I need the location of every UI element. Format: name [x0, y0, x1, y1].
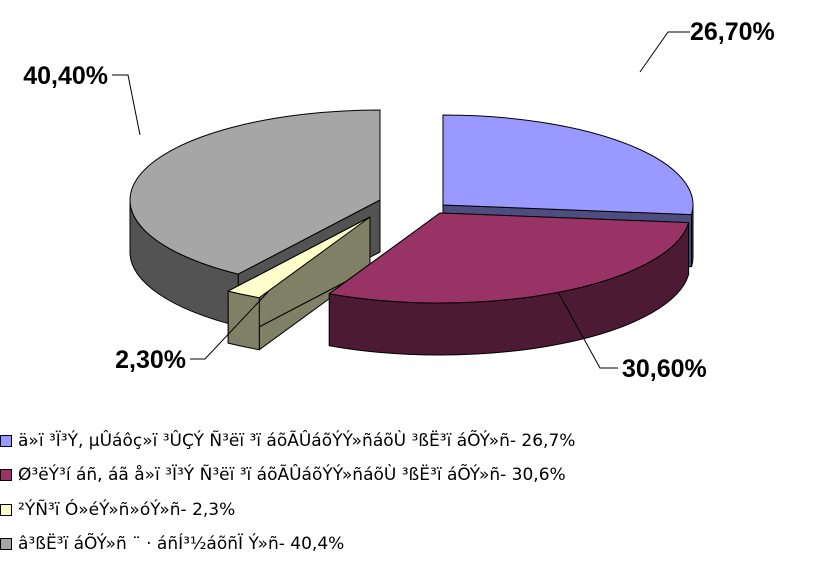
- data-label: 40,40%: [23, 62, 108, 90]
- legend-swatch: [0, 469, 12, 481]
- legend-label: ²ÝÑ³ï Ó»éÝ»ñ»óÝ»ñ- 2,3%: [18, 500, 236, 520]
- legend-label: â³ßË³ï áÕÝ»ñ ¨ · áñÍ³½áõñÏ Ý»ñ- 40,4%: [18, 534, 345, 554]
- data-label: 26,70%: [690, 18, 775, 46]
- slice-rim: [227, 290, 260, 351]
- legend-item-private: Ø³ëÝ³í áñ, áã å»ï ³Ï³Ý Ñ³ëï ³ï áõÃÛáõÝÝ»…: [0, 465, 566, 485]
- leader-line: [190, 291, 269, 360]
- leader-lines: [112, 31, 690, 369]
- slice-top: [442, 114, 694, 216]
- pie-slice-1: [328, 212, 690, 356]
- data-label: 30,60%: [622, 355, 707, 383]
- slice-top: [328, 212, 690, 304]
- data-labels: 26,70% 30,60% 2,30% 40,40%: [23, 18, 775, 383]
- legend-swatch: [0, 504, 12, 516]
- slice-top: [129, 109, 381, 275]
- legend-label: ä»ï ³Ï³Ý, µÛáôç»ï ³ÛÇÝ Ñ³ëï ³ï áõÃÛáõÝÝ»…: [18, 431, 576, 451]
- pie-slice-2: [227, 216, 371, 351]
- legend-label: Ø³ëÝ³í áñ, áã å»ï ³Ï³Ý Ñ³ëï ³ï áõÃÛáõÝÝ»…: [18, 465, 566, 485]
- legend-swatch: [0, 538, 12, 550]
- pie-slices: [129, 109, 694, 356]
- leader-line: [557, 291, 618, 369]
- leader-line: [639, 31, 690, 73]
- legend-item-unemployed: â³ßË³ï áÕÝ»ñ ¨ · áñÍ³½áõñÏ Ý»ñ- 40,4%: [0, 534, 344, 554]
- data-label: 2,30%: [115, 346, 186, 374]
- slice-top: [227, 216, 371, 299]
- legend-item-public: ä»ï ³Ï³Ý, µÛáôç»ï ³ÛÇÝ Ñ³ëï ³ï áõÃÛáõÝÝ»…: [0, 431, 575, 451]
- leader-line: [112, 74, 141, 136]
- legend-swatch: [0, 435, 12, 447]
- legend-item-individual: ²ÝÑ³ï Ó»éÝ»ñ»óÝ»ñ- 2,3%: [0, 500, 235, 520]
